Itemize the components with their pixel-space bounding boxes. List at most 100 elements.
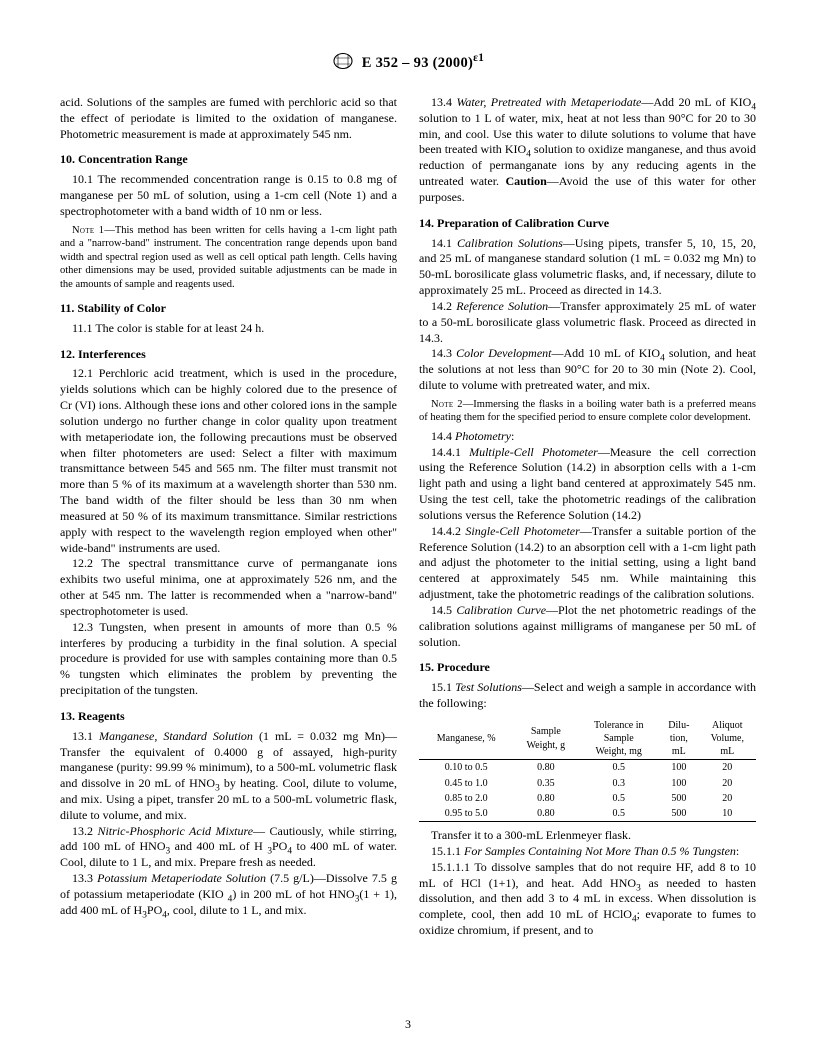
s14-41-title: Multiple-Cell Photometer xyxy=(469,445,598,459)
cell: 0.3 xyxy=(578,776,659,791)
s14-5-prefix: 14.5 xyxy=(431,603,456,617)
table-row: 0.95 to 5.00.800.550010 xyxy=(419,806,756,822)
section-14-2: 14.2 Reference Solution—Transfer approxi… xyxy=(419,299,756,346)
th-aliquot: AliquotVolume,mL xyxy=(699,718,756,760)
page-number: 3 xyxy=(0,1017,816,1032)
table-row: 0.85 to 2.00.800.550020 xyxy=(419,791,756,806)
cell: 0.45 to 1.0 xyxy=(419,776,513,791)
section-11-title: 11. Stability of Color xyxy=(60,301,397,317)
cell: 20 xyxy=(699,776,756,791)
section-13-1: 13.1 Manganese, Standard Solution (1 mL … xyxy=(60,729,397,824)
cell: 0.85 to 2.0 xyxy=(419,791,513,806)
s14-4-body: : xyxy=(511,429,514,443)
s15-11-prefix: 15.1.1 xyxy=(431,844,464,858)
s14-3-body-a: —Add 10 mL of KIO xyxy=(552,346,661,360)
table-rule xyxy=(419,822,756,825)
cell: 100 xyxy=(659,776,698,791)
s15-1-prefix: 15.1 xyxy=(431,680,455,694)
s15-1-title: Test Solutions xyxy=(455,680,522,694)
th-tolerance: Tolerance inSampleWeight, mg xyxy=(578,718,659,760)
section-15-1: 15.1 Test Solutions—Select and weigh a s… xyxy=(419,680,756,712)
section-14-3: 14.3 Color Development—Add 10 mL of KIO4… xyxy=(419,346,756,393)
designation-text: E 352 – 93 (2000) xyxy=(362,55,473,71)
cell: 0.5 xyxy=(578,806,659,822)
s14-4-title: Photometry xyxy=(455,429,511,443)
note-2-text: —Immersing the flasks in a boiling water… xyxy=(419,399,756,423)
body-columns: acid. Solutions of the samples are fumed… xyxy=(60,95,756,939)
s13-1-title: Manganese, Standard Solution xyxy=(99,729,253,743)
cell: 0.5 xyxy=(578,760,659,776)
caution-label: Caution xyxy=(505,174,546,188)
s14-42-title: Single-Cell Photometer xyxy=(465,524,579,538)
section-10-1: 10.1 The recommended concentration range… xyxy=(60,172,397,219)
s13-4-body-a: —Add 20 mL of KIO xyxy=(641,95,751,109)
s13-4-title: Water, Pretreated with Metaperiodate xyxy=(456,95,641,109)
section-15-title: 15. Procedure xyxy=(419,660,756,676)
th-dilution: Dilu-tion,mL xyxy=(659,718,698,760)
cell: 0.10 to 0.5 xyxy=(419,760,513,776)
astm-logo xyxy=(332,52,354,75)
th-sample-weight: SampleWeight, g xyxy=(513,718,578,760)
note-1-label: Note 1 xyxy=(72,225,104,236)
s14-42-prefix: 14.4.2 xyxy=(431,524,465,538)
section-10-title: 10. Concentration Range xyxy=(60,152,397,168)
s14-3-prefix: 14.3 xyxy=(431,346,456,360)
section-14-title: 14. Preparation of Calibration Curve xyxy=(419,216,756,232)
s14-4-prefix: 14.4 xyxy=(431,429,455,443)
cell: 20 xyxy=(699,791,756,806)
cell: 100 xyxy=(659,760,698,776)
cell: 0.95 to 5.0 xyxy=(419,806,513,822)
s15-11-body: : xyxy=(736,844,739,858)
cell: 500 xyxy=(659,806,698,822)
section-11-1: 11.1 The color is stable for at least 24… xyxy=(60,321,397,337)
section-14-1: 14.1 Calibration Solutions—Using pipets,… xyxy=(419,236,756,299)
section-13-title: 13. Reagents xyxy=(60,709,397,725)
s14-2-prefix: 14.2 xyxy=(431,299,456,313)
note-2: Note 2—Immersing the flasks in a boiling… xyxy=(419,398,756,425)
s13-1-prefix: 13.1 xyxy=(72,729,99,743)
s13-2-prefix: 13.2 xyxy=(72,824,97,838)
note-1: Note 1—This method has been written for … xyxy=(60,224,397,291)
section-13-4: 13.4 Water, Pretreated with Metaperiodat… xyxy=(419,95,756,206)
epsilon-sup: ε1 xyxy=(473,52,484,64)
cell: 20 xyxy=(699,760,756,776)
s14-3-title: Color Development xyxy=(456,346,551,360)
cell: 0.35 xyxy=(513,776,578,791)
cell: 10 xyxy=(699,806,756,822)
table-header-row: Manganese, % SampleWeight, g Tolerance i… xyxy=(419,718,756,760)
s13-3-title: Potassium Metaperiodate Solution xyxy=(97,871,266,885)
s14-1-prefix: 14.1 xyxy=(431,236,457,250)
sample-table: Manganese, % SampleWeight, g Tolerance i… xyxy=(419,718,756,824)
s13-3-body-b: ) in 200 mL of hot HNO xyxy=(232,887,354,901)
note-2-label: Note 2 xyxy=(431,399,463,410)
section-15-after-table: Transfer it to a 300-mL Erlenmeyer flask… xyxy=(419,828,756,844)
s14-1-title: Calibration Solutions xyxy=(457,236,563,250)
note-1-text: —This method has been written for cells … xyxy=(60,225,397,290)
s14-5-title: Calibration Curve xyxy=(456,603,546,617)
section-13-2: 13.2 Nitric-Phosphoric Acid Mixture— Cau… xyxy=(60,824,397,871)
sample-table-wrap: Manganese, % SampleWeight, g Tolerance i… xyxy=(419,718,756,824)
cell: 0.80 xyxy=(513,791,578,806)
section-14-4-2: 14.4.2 Single-Cell Photometer—Transfer a… xyxy=(419,524,756,603)
s14-2-title: Reference Solution xyxy=(456,299,548,313)
intro-continuation: acid. Solutions of the samples are fumed… xyxy=(60,95,397,142)
s13-2-body-b: and 400 mL of H xyxy=(170,839,267,853)
cell: 0.80 xyxy=(513,760,578,776)
section-15-1-1: 15.1.1 For Samples Containing Not More T… xyxy=(419,844,756,860)
s15-11-title: For Samples Containing Not More Than 0.5… xyxy=(464,844,736,858)
section-12-1: 12.1 Perchloric acid treatment, which is… xyxy=(60,366,397,556)
cell: 0.80 xyxy=(513,806,578,822)
th-manganese: Manganese, % xyxy=(419,718,513,760)
page: E 352 – 93 (2000)ε1 acid. Solutions of t… xyxy=(0,0,816,1056)
section-15-1-1-1: 15.1.1.1 To dissolve samples that do not… xyxy=(419,860,756,939)
document-header: E 352 – 93 (2000)ε1 xyxy=(60,52,756,75)
s13-2-title: Nitric-Phosphoric Acid Mixture xyxy=(97,824,253,838)
section-13-3: 13.3 Potassium Metaperiodate Solution (7… xyxy=(60,871,397,918)
section-14-4-1: 14.4.1 Multiple-Cell Photometer—Measure … xyxy=(419,445,756,524)
section-14-5: 14.5 Calibration Curve—Plot the net phot… xyxy=(419,603,756,650)
section-12-title: 12. Interferences xyxy=(60,347,397,363)
s14-41-prefix: 14.4.1 xyxy=(431,445,469,459)
s13-3-prefix: 13.3 xyxy=(72,871,97,885)
table-row: 0.45 to 1.00.350.310020 xyxy=(419,776,756,791)
s13-3-body-d: , cool, dilute to 1 L, and mix. xyxy=(167,903,307,917)
